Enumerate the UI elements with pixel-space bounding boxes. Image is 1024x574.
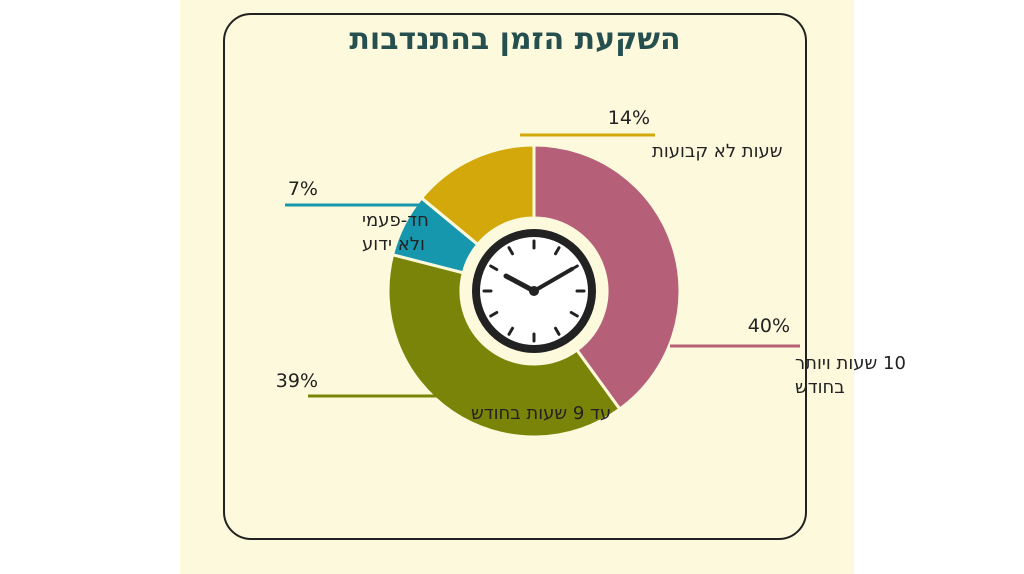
chart-card bbox=[223, 13, 807, 540]
slice-value-label: 39% bbox=[276, 370, 318, 392]
clock-icon bbox=[461, 218, 607, 364]
slice-category-label: חד-פעמי bbox=[362, 210, 429, 231]
clock-tick bbox=[569, 311, 579, 318]
slice-category-label: בחודש bbox=[795, 377, 845, 398]
slice-value-label: 40% bbox=[748, 315, 790, 337]
slice-value-label: 7% bbox=[288, 178, 318, 200]
slice-category-label: עד 9 שעות בחודש bbox=[471, 403, 611, 424]
clock-tick bbox=[489, 311, 499, 318]
slice-value-label: 14% bbox=[608, 107, 650, 129]
clock-tick bbox=[507, 326, 514, 336]
slice-category-label: 10 שעות ויותר bbox=[795, 353, 906, 374]
clock-tick bbox=[507, 246, 514, 256]
clock-tick bbox=[489, 264, 499, 271]
clock-tick bbox=[554, 246, 561, 256]
slice-category-label: ולא ידוע bbox=[362, 234, 425, 255]
chart-title: השקעת הזמן בהתנדבות bbox=[349, 22, 681, 57]
clock-tick bbox=[554, 326, 561, 336]
slice-category-label: שעות לא קבועות bbox=[652, 141, 783, 162]
